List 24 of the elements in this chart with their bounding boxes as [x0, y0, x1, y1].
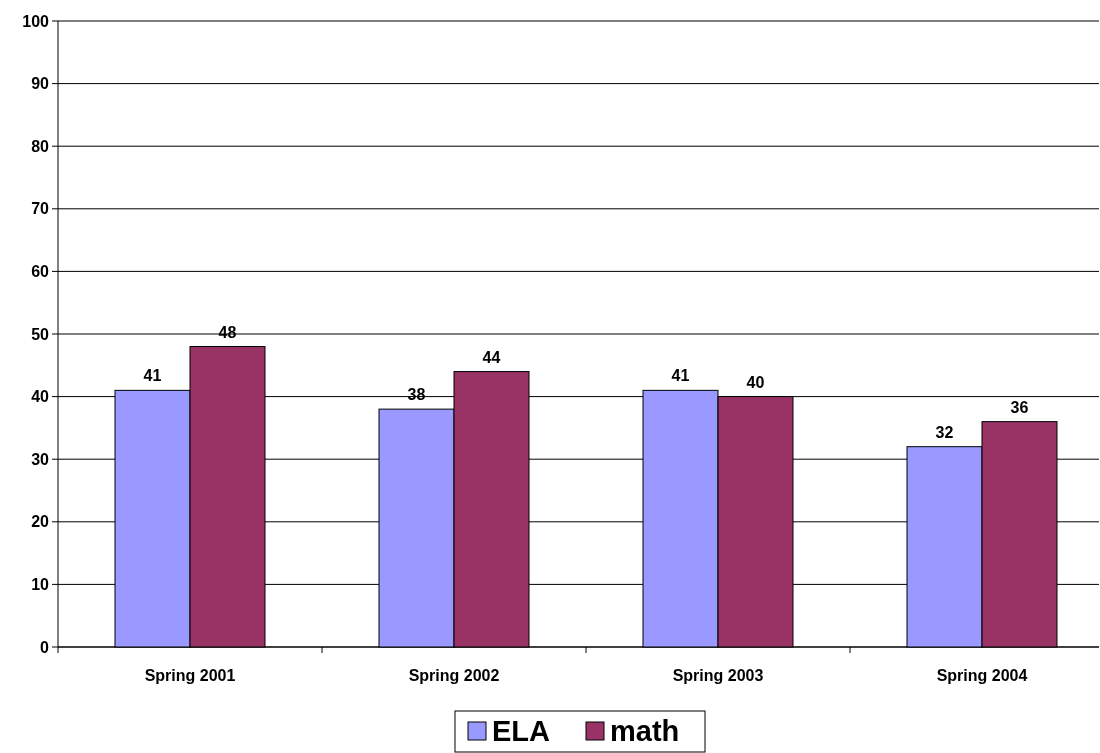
y-tick-label: 50: [31, 325, 50, 343]
y-tick-label: 90: [31, 75, 50, 93]
y-tick-label: 80: [31, 137, 50, 155]
y-tick-label: 20: [31, 513, 50, 531]
x-tick-label: Spring 2003: [672, 667, 764, 684]
y-tick-label: 30: [31, 450, 50, 468]
data-label: 36: [1010, 398, 1029, 416]
data-label: 41: [671, 367, 690, 385]
y-tick-label: 60: [31, 263, 50, 280]
data-label: 32: [935, 423, 954, 441]
x-tick-label: Spring 2001: [144, 667, 236, 684]
x-tick-label: Spring 2002: [408, 667, 500, 684]
legend-label: ELA: [492, 715, 551, 747]
y-tick-label: 70: [31, 200, 50, 218]
y-tick-label: 100: [22, 12, 50, 30]
legend-label: math: [610, 715, 680, 747]
data-label: 44: [482, 348, 501, 366]
y-tick-label: 0: [40, 638, 50, 656]
x-tick-label: Spring 2004: [936, 667, 1028, 684]
data-label: 48: [218, 323, 237, 341]
y-tick-label: 10: [31, 576, 50, 593]
data-label: 41: [143, 367, 162, 385]
data-label: 40: [746, 373, 765, 391]
y-tick-label: 40: [31, 388, 50, 406]
